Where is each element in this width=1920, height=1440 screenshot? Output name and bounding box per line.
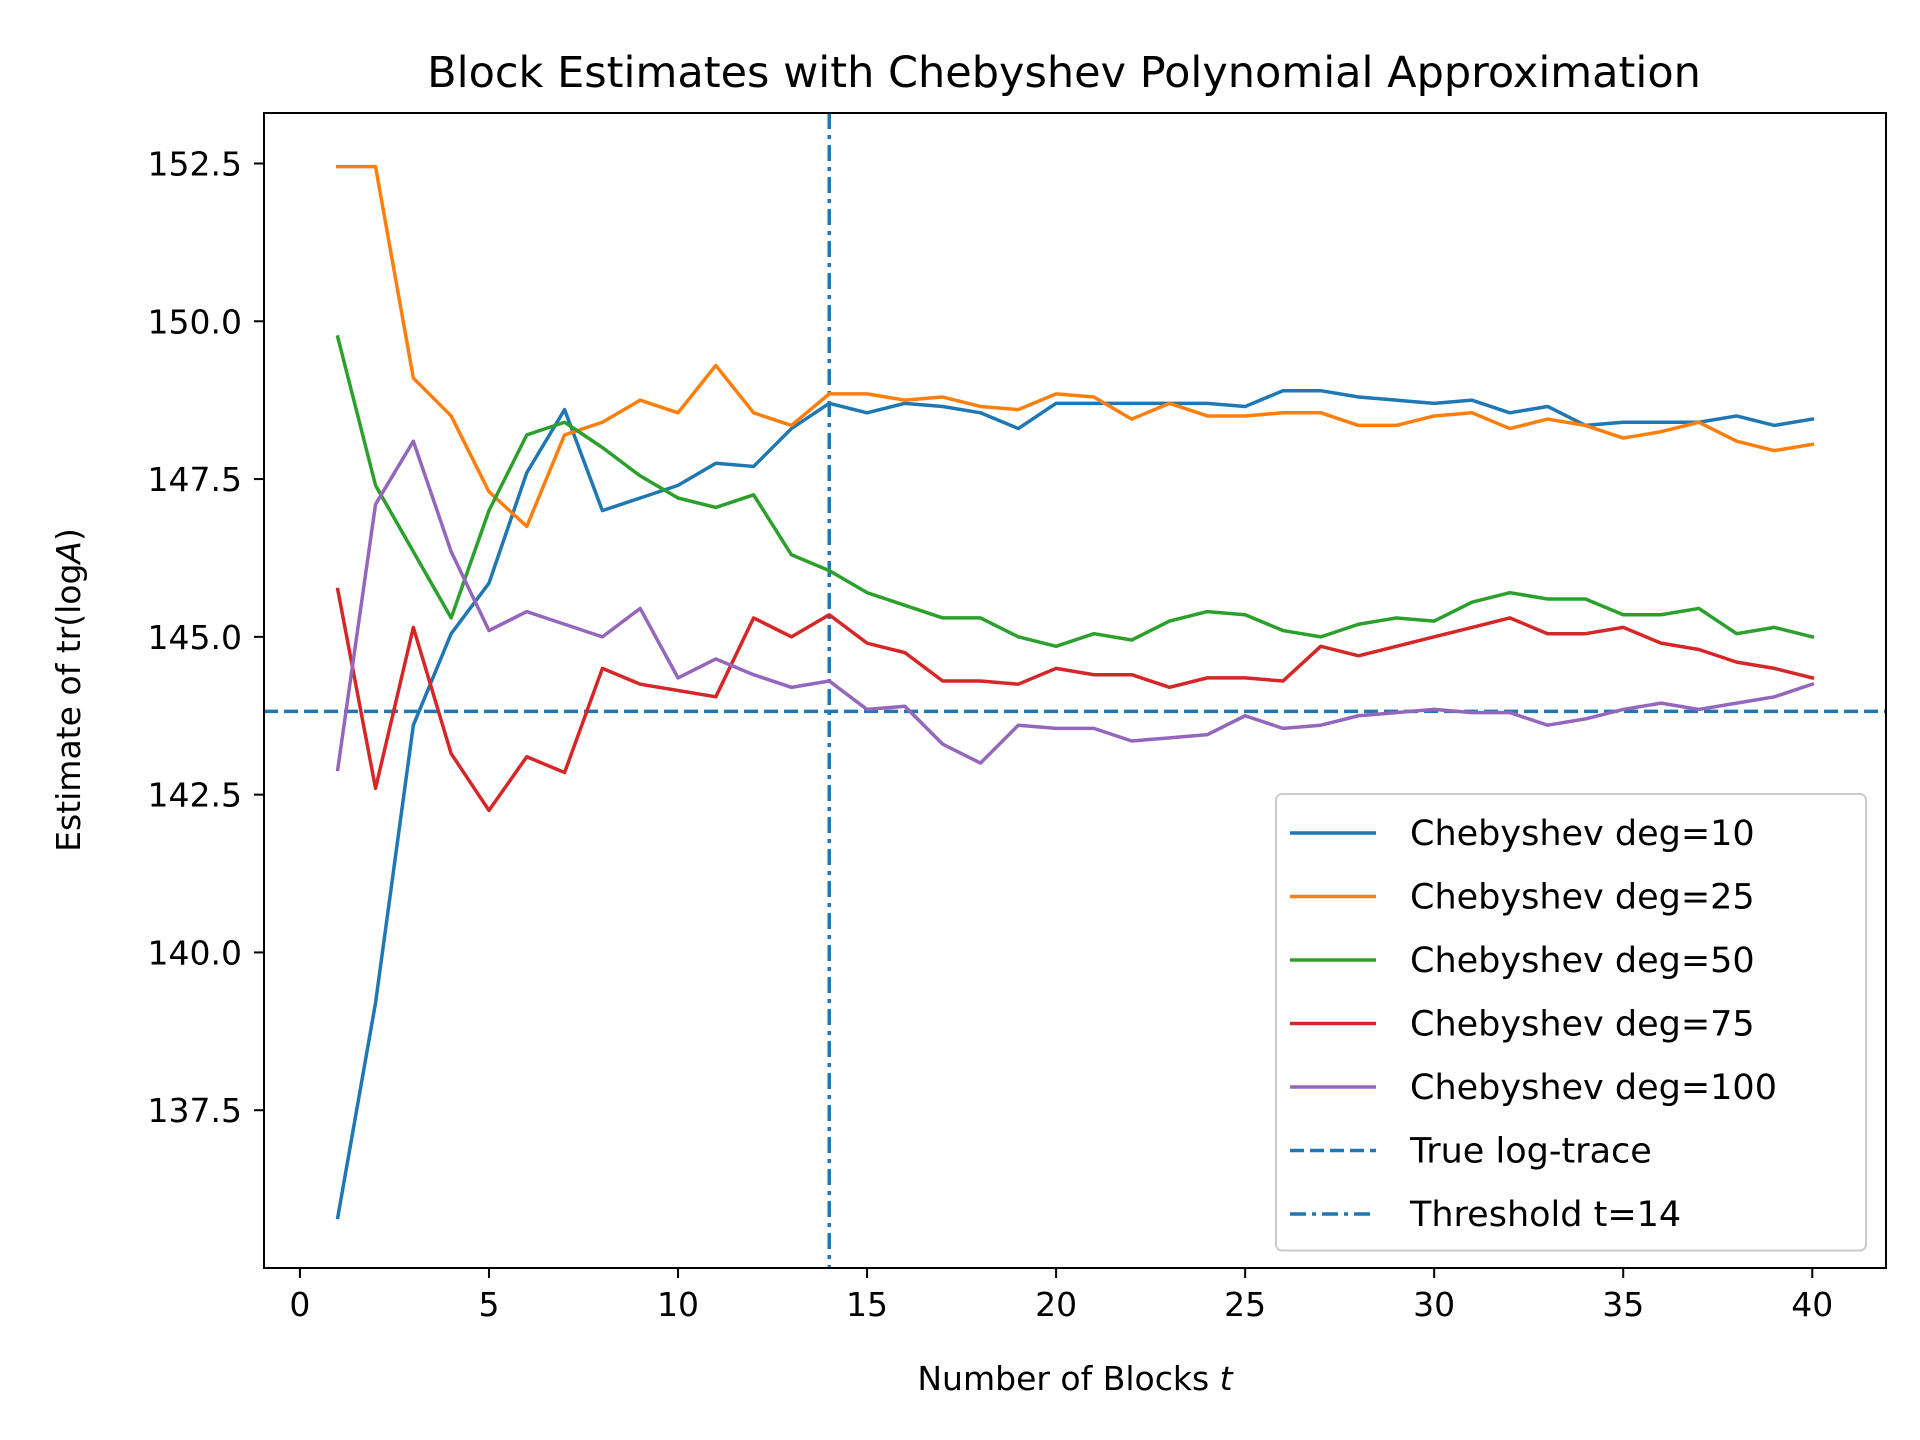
series-line-chebyshev-deg-75 [335,587,1815,813]
y-tick-label: 137.5 [148,1091,242,1130]
x-tick-label: 20 [1035,1285,1077,1324]
legend: Chebyshev deg=10 Chebyshev deg=25 Chebyshe… [1275,793,1867,1252]
y-tick-label: 140.0 [148,933,242,972]
y-tick-label: 145.0 [148,618,242,657]
series-line-chebyshev-deg-100 [335,439,1815,772]
legend-label: True log-trace [1409,1132,1652,1172]
legend-label: Chebyshev deg=25 [1410,878,1755,918]
y-tick-label: 152.5 [148,144,242,183]
x-tick-label: 10 [657,1285,699,1324]
legend-frame [1275,793,1867,1252]
x-tick-label: 5 [478,1285,499,1324]
x-axis-label: Number of Blocks t [917,1359,1233,1398]
series-line-chebyshev-deg-50 [335,334,1815,649]
legend-label: Chebyshev deg=100 [1410,1068,1777,1108]
x-tick-label: 40 [1791,1285,1833,1324]
x-tick-label: 35 [1602,1285,1644,1324]
series-line-chebyshev-deg-10 [335,388,1815,1220]
legend-label: Threshold t=14 [1409,1195,1681,1235]
legend-label: Chebyshev deg=50 [1410,941,1755,981]
x-tick-label: 30 [1413,1285,1455,1324]
legend-label: Chebyshev deg=10 [1410,814,1755,854]
x-tick-label: 15 [846,1285,888,1324]
y-axis-label: Estimate of tr(logA) [49,528,88,852]
x-tick-label: 0 [289,1285,310,1324]
legend-label: Chebyshev deg=75 [1410,1005,1755,1045]
y-tick-label: 147.5 [148,460,242,499]
series-line-chebyshev-deg-25 [335,164,1815,529]
y-tick-label: 150.0 [148,302,242,341]
chart-title: Block Estimates with Chebyshev Polynomia… [427,48,1701,98]
plot-frame [263,112,1887,1269]
x-tick-label: 25 [1224,1285,1266,1324]
y-tick-label: 142.5 [148,776,242,815]
